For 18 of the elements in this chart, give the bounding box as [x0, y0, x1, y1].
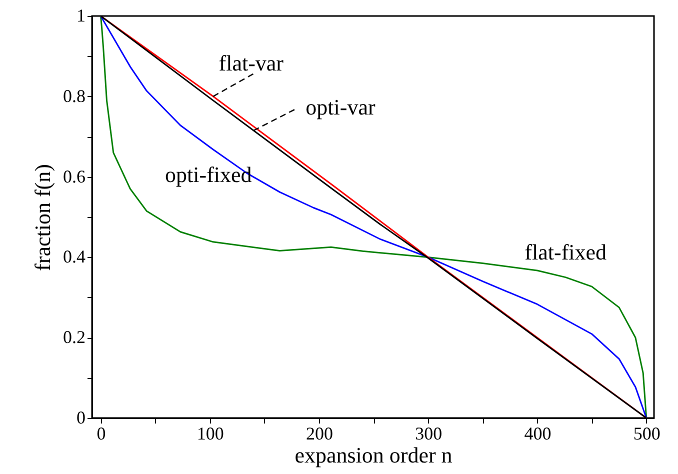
y-tick-label: 0.6 — [63, 166, 86, 186]
annotation: flat-fixed — [524, 239, 607, 264]
x-tick-label: 0 — [96, 424, 106, 444]
y-tick-label: 0.2 — [63, 327, 86, 348]
annotation: opti-fixed — [165, 162, 252, 188]
y-tick-label: 0.8 — [63, 86, 86, 106]
y-tick-label: 1 — [76, 6, 86, 26]
y-axis-title: fraction f(n) — [30, 164, 55, 271]
x-tick-label: 300 — [415, 424, 442, 444]
y-tick-label: 0 — [76, 408, 86, 428]
x-tick-label: 500 — [633, 424, 660, 444]
x-tick-label: 200 — [306, 424, 333, 444]
annotation: flat-var — [218, 50, 284, 76]
x-axis-title: expansion order n — [294, 442, 452, 468]
y-tick-label: 0.4 — [63, 246, 86, 267]
x-tick-label: 400 — [524, 424, 552, 444]
annotation: opti-var — [306, 94, 376, 120]
x-tick-label: 100 — [196, 424, 224, 444]
